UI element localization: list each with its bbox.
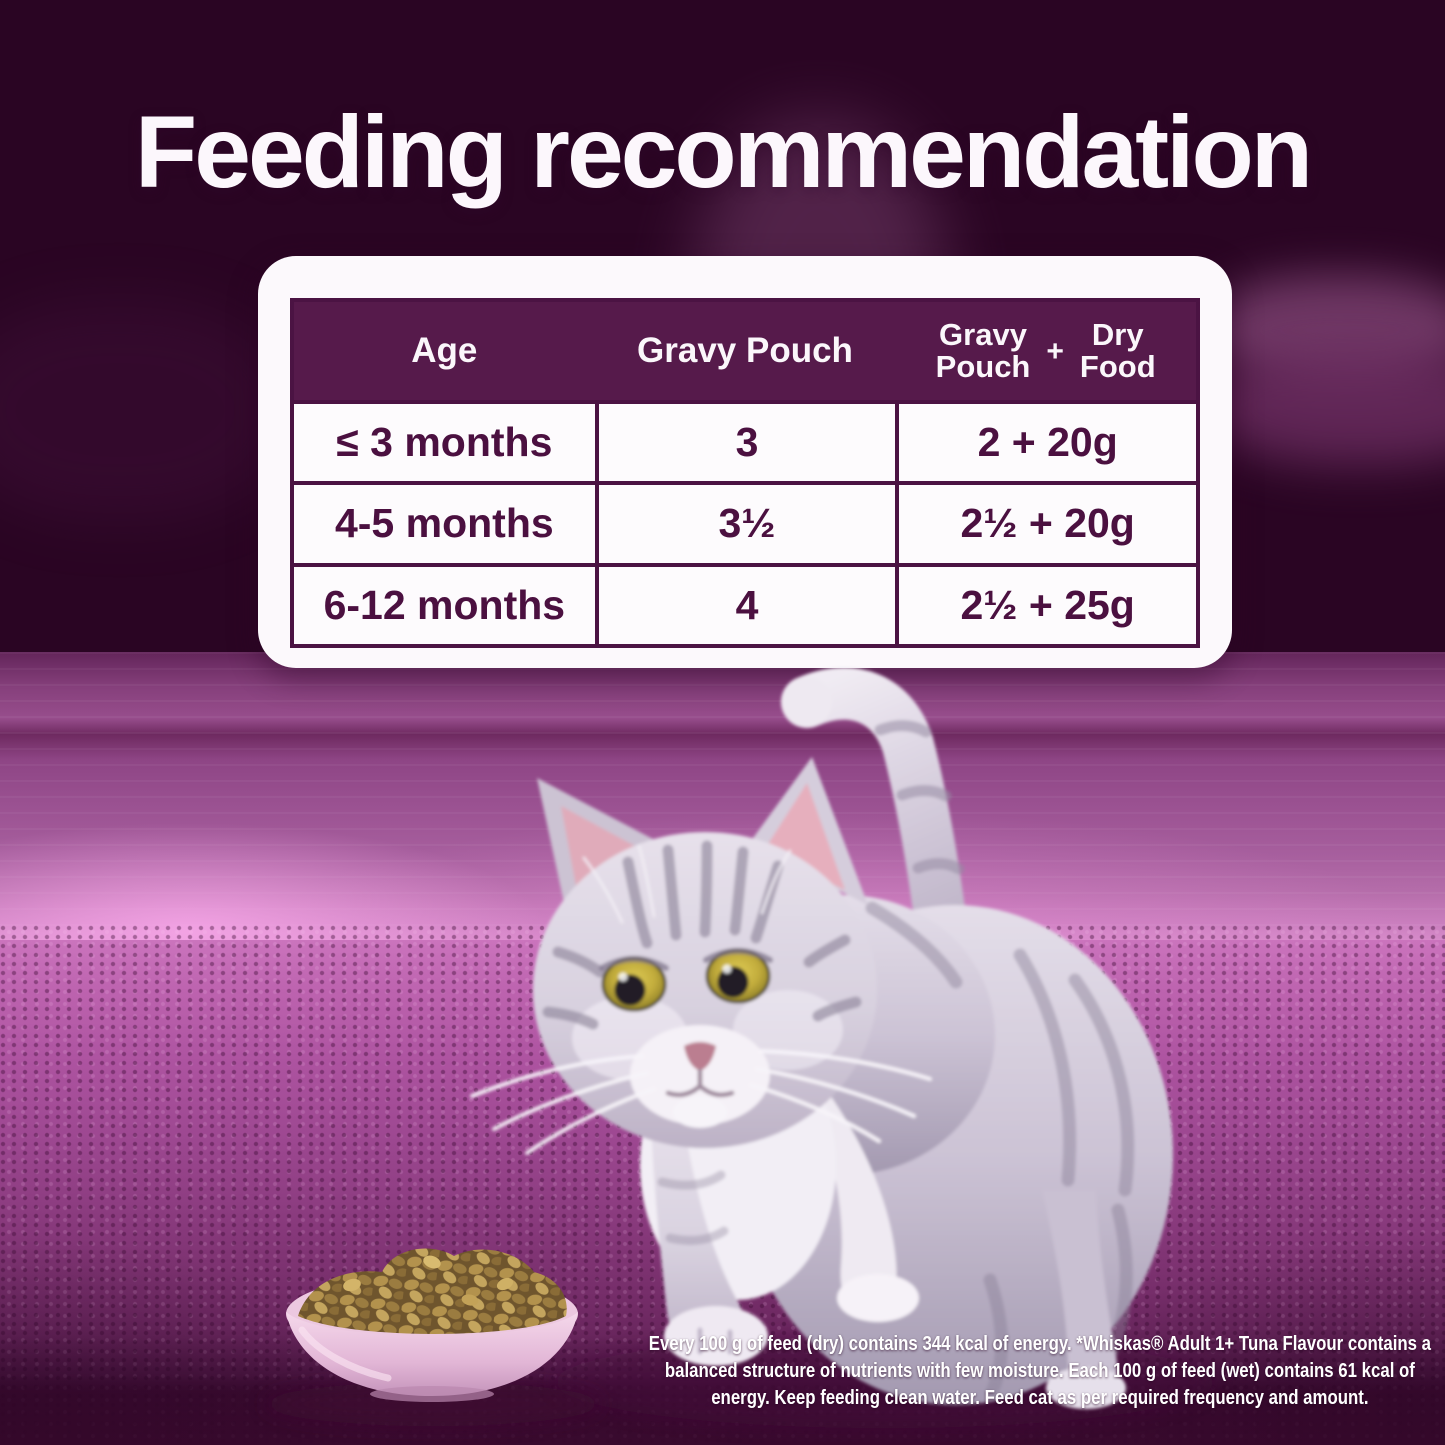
disclaimer-line: Every 100 g of feed (dry) contains 344 k… (648, 1331, 1431, 1355)
plus-sign: + (1046, 335, 1064, 369)
page-title: Feeding recommendation (134, 95, 1313, 209)
gravy-pouch-stack: Gravy Pouch (935, 316, 1031, 384)
food-word: Food (1079, 349, 1156, 384)
combo-cell: 2½ + 25g (895, 562, 1196, 644)
disclaimer-line: balanced structure of nutrients with few… (664, 1358, 1415, 1382)
gravy-word: Gravy (939, 316, 1027, 352)
feeding-table: Age Gravy Pouch Gravy Pouch + Dry Food ≤… (290, 298, 1200, 648)
background-carpet-fold (0, 652, 1445, 952)
pouch-word: Pouch (935, 349, 1031, 384)
dry-food-stack: Dry Food (1079, 316, 1156, 384)
col-header-age: Age (411, 331, 478, 370)
gravy-pouch-cell: 4 (594, 562, 896, 644)
age-cell: ≤ 3 months (294, 400, 595, 482)
dry-word: Dry (1091, 316, 1144, 352)
col-header-gravy-plus-dry: Gravy Pouch + Dry Food (895, 302, 1196, 400)
gravy-pouch-cell: 3 (594, 400, 896, 482)
table-header-row: Age Gravy Pouch Gravy Pouch + Dry Food (294, 302, 1196, 400)
gravy-pouch-cell: 3½ (594, 481, 896, 563)
combo-cell: 2 + 20g (895, 400, 1196, 482)
disclaimer-line: energy. Keep feeding clean water. Feed c… (711, 1385, 1369, 1409)
age-cell: 4-5 months (294, 481, 595, 563)
feeding-table-card: Age Gravy Pouch Gravy Pouch + Dry Food ≤… (258, 256, 1232, 668)
age-cell: 6-12 months (294, 562, 595, 644)
col-header-gravy-pouch: Gravy Pouch (637, 331, 853, 370)
combo-cell: 2½ + 20g (895, 481, 1196, 563)
disclaimer-text: Every 100 g of feed (dry) contains 344 k… (649, 1330, 1431, 1411)
